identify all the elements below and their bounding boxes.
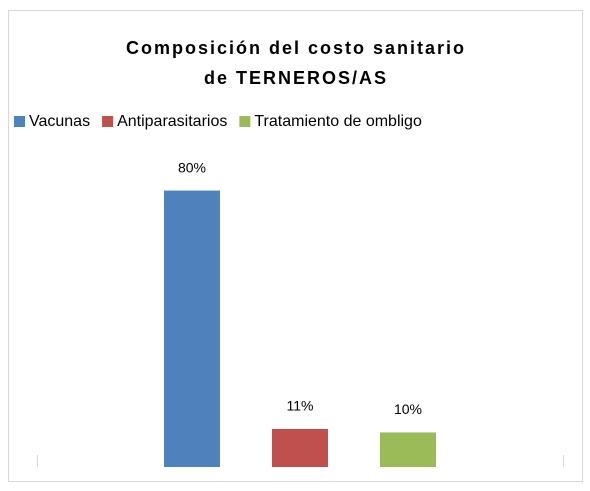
- bar: [272, 428, 328, 467]
- data-label: 11%: [287, 398, 314, 414]
- bar: [164, 190, 220, 468]
- legend-swatch: [14, 116, 25, 127]
- legend-label: Vacunas: [29, 113, 90, 130]
- data-label: 80%: [178, 159, 206, 175]
- data-label: 10%: [394, 401, 422, 417]
- legend-label: Tratamiento de ombligo: [254, 113, 422, 130]
- chart-border: [8, 10, 583, 482]
- chart-title: Composición del costo sanitario: [126, 38, 466, 58]
- chart-title: de TERNEROS/AS: [204, 68, 388, 88]
- legend-swatch: [102, 116, 114, 127]
- legend-label: Antiparasitarios: [117, 113, 227, 130]
- legend-swatch: [239, 116, 251, 127]
- bar: [380, 432, 436, 467]
